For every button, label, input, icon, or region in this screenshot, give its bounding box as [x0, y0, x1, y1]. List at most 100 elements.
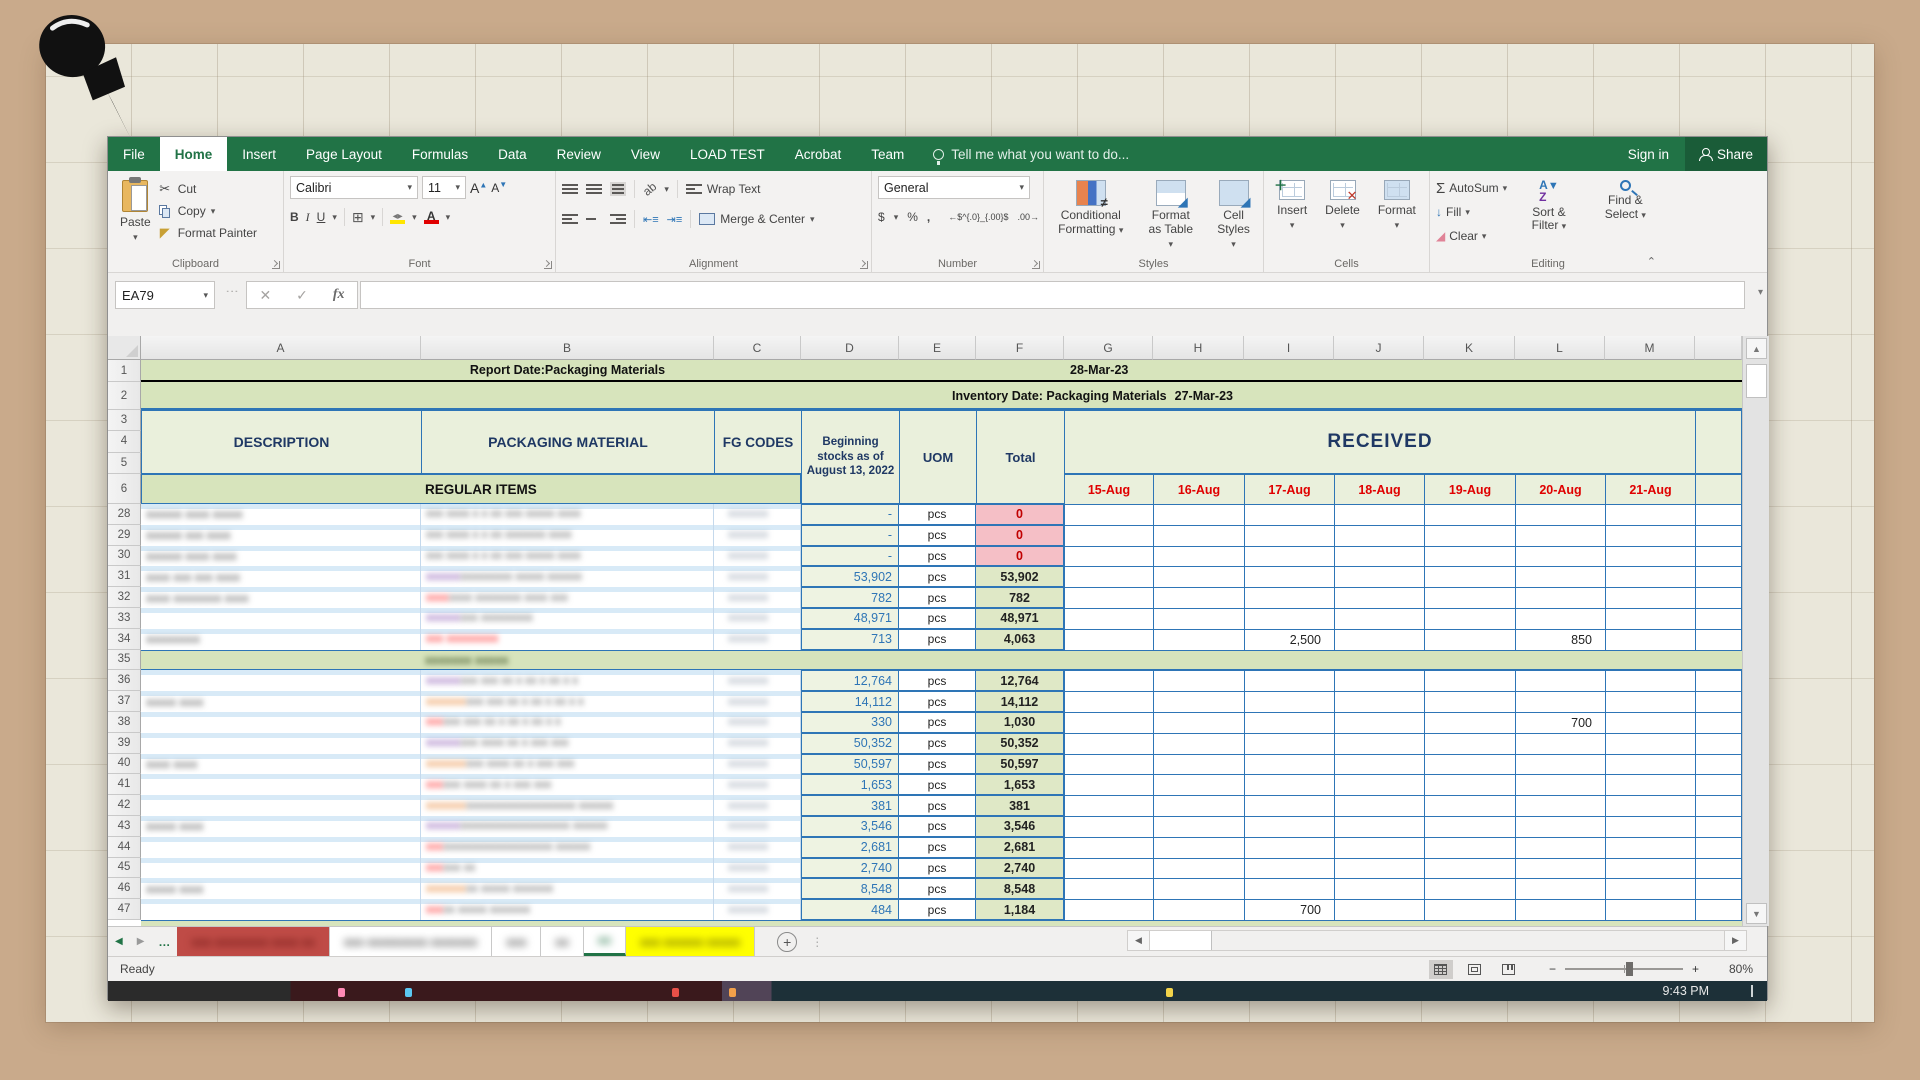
cell-received-J31[interactable] — [1334, 566, 1425, 589]
cell-uom[interactable]: pcs — [899, 878, 976, 900]
sheet-tab-1[interactable]: xxx xxxxxxxx xxxx xx — [177, 927, 330, 956]
cell-received-K41[interactable] — [1424, 774, 1516, 797]
ribbon-tab-load-test[interactable]: LOAD TEST — [689, 146, 765, 162]
cell-received-partial[interactable] — [1695, 816, 1742, 838]
sheet-nav-right[interactable]: ▶ — [136, 936, 145, 947]
clear-button[interactable]: ◢ Clear ▾ — [1436, 229, 1487, 243]
cell-received-I31[interactable] — [1244, 566, 1335, 589]
font-name-select[interactable]: Calibri ▾ — [290, 176, 418, 199]
cell-received-H38[interactable] — [1153, 712, 1245, 734]
cell-received-I28[interactable] — [1244, 504, 1335, 526]
cell-received-K37[interactable] — [1424, 691, 1516, 713]
cell-received-J47[interactable] — [1334, 899, 1425, 921]
cell-fg-code[interactable]: xxxxxxx — [714, 670, 801, 692]
cell-received-K43[interactable] — [1424, 816, 1516, 838]
cell-fg-code[interactable]: xxxxxxx — [714, 899, 801, 920]
cell-received-I29[interactable] — [1244, 524, 1335, 547]
ribbon-tab-acrobat[interactable]: Acrobat — [794, 146, 842, 162]
cell-uom[interactable]: pcs — [899, 753, 976, 775]
cell-uom[interactable]: pcs — [899, 774, 976, 796]
horizontal-scrollbar[interactable]: ◀ ▶ — [1127, 930, 1747, 951]
scroll-up-button[interactable]: ▲ — [1746, 338, 1767, 359]
cell-received-G41[interactable] — [1064, 774, 1154, 797]
row-header-46[interactable]: 46 — [108, 878, 141, 900]
cell-received-partial[interactable] — [1695, 524, 1742, 547]
cell-beginning-stock[interactable]: 484 — [801, 899, 899, 920]
row-header-32[interactable]: 32 — [108, 587, 141, 608]
cell-received-G29[interactable] — [1064, 524, 1154, 547]
column-header-J[interactable]: J — [1334, 336, 1424, 360]
column-header-K[interactable]: K — [1424, 336, 1515, 360]
cell-received-K34[interactable] — [1424, 628, 1516, 651]
sheet-tab-6[interactable]: xxx xxxxxx xxxxx — [626, 927, 756, 956]
cell-received-H41[interactable] — [1153, 774, 1245, 797]
cell-total[interactable]: 3,546 — [976, 816, 1064, 837]
cell-received-partial[interactable] — [1695, 899, 1742, 921]
font-dialog-launcher[interactable] — [544, 261, 552, 269]
cell-total[interactable]: 50,352 — [976, 732, 1064, 754]
cell-uom[interactable]: pcs — [899, 816, 976, 837]
ribbon-tab-page-layout[interactable]: Page Layout — [306, 146, 382, 162]
cell-total[interactable]: 48,971 — [976, 608, 1064, 629]
cell-received-G31[interactable] — [1064, 566, 1154, 589]
cell-uom[interactable]: pcs — [899, 732, 976, 754]
cell-description[interactable] — [141, 836, 421, 858]
cell-received-partial[interactable] — [1695, 732, 1742, 755]
cell-received-G45[interactable] — [1064, 857, 1154, 880]
cell-beginning-stock[interactable]: 782 — [801, 587, 899, 608]
taskbar-icon[interactable] — [729, 987, 736, 997]
row-header-4[interactable]: 4 — [108, 431, 141, 453]
row-header-35[interactable]: 35 — [108, 649, 141, 671]
cell-uom[interactable]: pcs — [899, 857, 976, 879]
conditional-formatting-button[interactable]: ≠ Conditional Formatting ▾ — [1050, 176, 1131, 254]
cell-received-K29[interactable] — [1424, 524, 1516, 547]
cell-fg-code[interactable]: xxxxxxx — [714, 712, 801, 733]
share-button[interactable]: Share — [1684, 137, 1767, 171]
cell-description[interactable]: xxxxx xxxx — [141, 878, 421, 900]
column-header-partial[interactable] — [1695, 336, 1742, 360]
cell-received-J34[interactable] — [1334, 628, 1425, 651]
ribbon-tab-insert[interactable]: Insert — [242, 146, 277, 162]
row-header-37[interactable]: 37 — [108, 691, 141, 712]
cell-received-M31[interactable] — [1605, 566, 1696, 589]
cell-received-L39[interactable] — [1515, 732, 1606, 755]
cell-received-M45[interactable] — [1605, 857, 1696, 880]
decrease-font-button[interactable]: A▼ — [491, 180, 508, 195]
cell-received-M44[interactable] — [1605, 836, 1696, 859]
cell-total[interactable]: 50,597 — [976, 753, 1064, 775]
cell-received-J42[interactable] — [1334, 795, 1425, 817]
cell-received-K31[interactable] — [1424, 566, 1516, 589]
cell-description[interactable]: xxxx xxxx — [141, 753, 421, 775]
orientation-button[interactable]: ab — [640, 179, 660, 199]
format-as-table-button[interactable]: ◢ Format as Table ▾ — [1139, 176, 1202, 254]
cell-received-J45[interactable] — [1334, 857, 1425, 880]
cell-packaging-material[interactable]: xxx xxxx x x xx xxxxxxx xxxx — [421, 524, 714, 546]
cell-packaging-material[interactable]: xxxx xxxx xxxxxxxx xxxx xxx — [421, 587, 714, 608]
cell-received-G38[interactable] — [1064, 712, 1154, 734]
cell-description[interactable]: xxxx xxx xxx xxxx — [141, 566, 421, 588]
increase-decimal-button[interactable]: ←$^{.0}_{.00}$ — [948, 212, 1009, 222]
fill-color-button[interactable]: ◂▸ — [390, 211, 406, 224]
expand-formula-bar-button[interactable]: ▾ — [1757, 287, 1763, 298]
cell-received-K38[interactable] — [1424, 712, 1516, 734]
cell-received-J44[interactable] — [1334, 836, 1425, 859]
cell-received-H47[interactable] — [1153, 899, 1245, 921]
cell-packaging-material[interactable]: xxx xxxx x x xx xxx xxxxx xxxx — [421, 545, 714, 567]
cell-packaging-material[interactable]: xxxxxxx xxxxxxxxxxxxxxxxxxx xxxxxx — [421, 795, 714, 816]
chevron-down-icon[interactable]: ▾ — [133, 232, 138, 242]
cell-fg-code[interactable]: xxxxxxx — [714, 504, 801, 525]
cell-received-I44[interactable] — [1244, 836, 1335, 859]
font-color-dropdown[interactable]: ▾ — [445, 211, 451, 222]
column-header-G[interactable]: G — [1064, 336, 1153, 360]
cell-uom[interactable]: pcs — [899, 587, 976, 608]
sheet-nav-more[interactable]: … — [158, 934, 171, 949]
cell-received-H36[interactable] — [1153, 670, 1245, 693]
cell-received-J33[interactable] — [1334, 608, 1425, 630]
page-layout-view-button[interactable] — [1463, 960, 1487, 979]
cell-total[interactable]: 381 — [976, 795, 1064, 816]
cell-description[interactable] — [141, 712, 421, 733]
cell-received-L32[interactable] — [1515, 587, 1606, 609]
cell-fg-code[interactable]: xxxxxxx — [714, 524, 801, 546]
merge-center-button[interactable]: Merge & Center ▾ — [699, 212, 815, 226]
cell-received-J36[interactable] — [1334, 670, 1425, 693]
